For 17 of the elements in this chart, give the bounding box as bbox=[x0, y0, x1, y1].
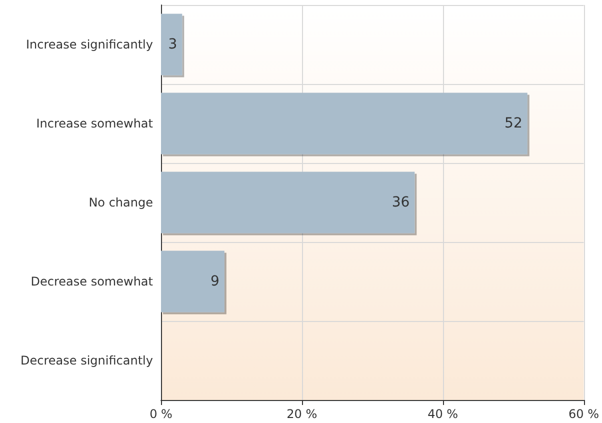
bar bbox=[161, 92, 528, 154]
bar bbox=[161, 14, 182, 76]
y-tick-label: Decrease significantly bbox=[20, 354, 153, 368]
data-label: 36 bbox=[392, 194, 410, 210]
bar bbox=[161, 172, 415, 234]
x-tick-label: 0 % bbox=[150, 407, 172, 421]
y-tick-label: Increase somewhat bbox=[36, 116, 154, 130]
y-tick-label: Increase significantly bbox=[26, 38, 153, 52]
x-tick-label: 40 % bbox=[428, 407, 458, 421]
x-tick-label: 60 % bbox=[568, 407, 600, 421]
data-label: 3 bbox=[168, 36, 178, 52]
x-tick-label: 20 % bbox=[286, 407, 318, 421]
data-label: 52 bbox=[504, 116, 522, 132]
bar bbox=[161, 250, 224, 312]
y-tick-label: No change bbox=[88, 196, 153, 210]
data-label: 9 bbox=[210, 274, 220, 290]
y-tick-label: Decrease somewhat bbox=[30, 274, 154, 288]
